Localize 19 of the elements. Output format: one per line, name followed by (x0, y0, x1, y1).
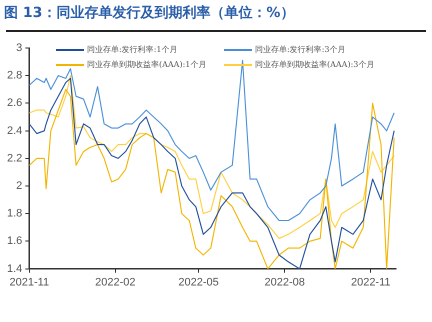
legend-label: 同业存单:发行利率:1个月 (87, 44, 178, 55)
legend-label: 同业存单到期收益率(AAA):1个月 (87, 59, 206, 70)
y-tick-label: 3 (16, 42, 22, 54)
y-tick-label: 1.4 (6, 262, 22, 275)
x-tick-label: 2022-02 (95, 276, 136, 288)
x-tick-label: 2022-05 (178, 276, 219, 288)
y-tick-label: 1.6 (6, 235, 22, 248)
y-tick-label: 2 (16, 180, 22, 192)
y-tick-label: 1.8 (6, 208, 22, 220)
x-tick-label: 2021-11 (10, 276, 50, 288)
chart-title: 图 13：同业存单发行及到期利率（单位：%） (4, 4, 294, 22)
x-tick-label: 2022-08 (264, 276, 305, 288)
y-tick-label: 2.8 (6, 70, 22, 82)
y-tick-label: 2.4 (6, 124, 22, 137)
y-tick-label: 2.2 (6, 152, 22, 164)
x-tick-label: 2022-11 (350, 276, 391, 288)
legend-label: 同业存单:发行利率:3个月 (255, 44, 346, 55)
y-tick-label: 2.6 (6, 97, 22, 110)
legend-label: 同业存单到期收益率(AAA):3个月 (255, 59, 374, 70)
